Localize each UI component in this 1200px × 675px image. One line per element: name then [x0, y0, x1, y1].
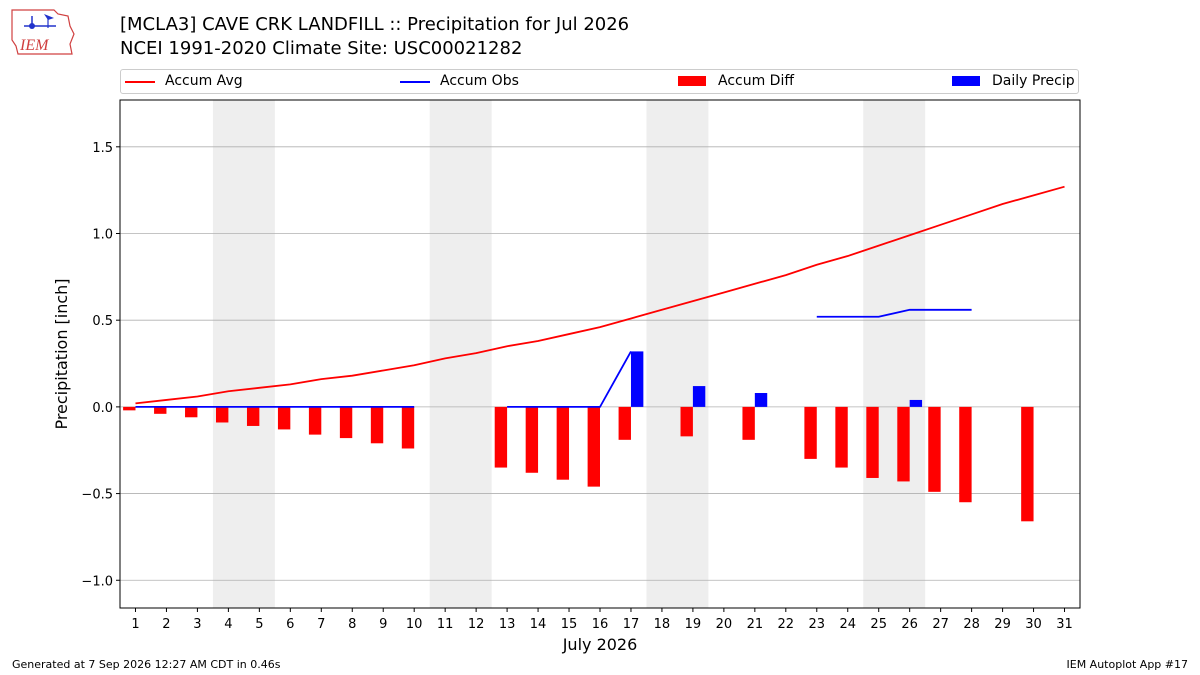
- x-tick-label: 23: [809, 617, 826, 632]
- chart-subtitle: NCEI 1991-2020 Climate Site: USC00021282: [120, 38, 523, 59]
- x-tick-label: 16: [592, 617, 609, 632]
- x-tick-label: 6: [286, 617, 294, 632]
- accum-diff-bar: [556, 406, 570, 480]
- accum-diff-bar: [835, 406, 848, 468]
- x-tick-label: 30: [1025, 617, 1042, 632]
- x-tick-label: 5: [255, 617, 263, 632]
- accum-diff-bar: [1021, 406, 1034, 522]
- x-tick-label: 9: [379, 617, 387, 632]
- accum-diff-bar: [154, 406, 167, 414]
- legend-swatch-accum-avg: [125, 81, 155, 83]
- accum-diff-bar: [370, 406, 384, 444]
- accum-diff-bar: [308, 406, 322, 435]
- legend-swatch-daily-precip: [952, 76, 980, 86]
- x-tick-label: 28: [963, 617, 980, 632]
- x-tick-label: 19: [685, 617, 702, 632]
- x-tick-label: 22: [778, 617, 795, 632]
- y-tick-label: −0.5: [81, 488, 113, 503]
- iem-logo: IEM: [11, 9, 75, 55]
- accum-diff-bar: [339, 406, 353, 439]
- x-tick-label: 11: [437, 617, 454, 632]
- accum-obs-line-2: [507, 350, 632, 408]
- accum-diff-bar: [804, 406, 817, 459]
- legend-swatch-accum-obs: [400, 81, 430, 83]
- x-tick-label: 18: [654, 617, 671, 632]
- footer-app-id: IEM Autoplot App #17: [1066, 658, 1189, 671]
- chart-title: [MCLA3] CAVE CRK LANDFILL :: Precipitati…: [120, 14, 630, 35]
- accum-diff-bar: [897, 406, 910, 482]
- x-tick-label: 15: [561, 617, 578, 632]
- x-tick-label: 2: [162, 617, 170, 632]
- legend-swatch-accum-diff: [678, 76, 706, 86]
- x-tick-label: 8: [348, 617, 356, 632]
- x-tick-label: 29: [994, 617, 1011, 632]
- daily-precip-bar: [754, 393, 768, 407]
- legend: Accum Avg Accum Obs Accum Diff Daily Pre…: [120, 69, 1079, 94]
- accum-avg-line: [135, 185, 1065, 405]
- x-tick-label: 31: [1056, 617, 1073, 632]
- y-tick-label: 1.0: [92, 228, 113, 243]
- legend-label-daily-precip: Daily Precip: [992, 73, 1075, 89]
- y-tick-label: 1.5: [92, 141, 113, 156]
- y-tick-label: −1.0: [81, 574, 113, 589]
- legend-label-accum-obs: Accum Obs: [440, 73, 519, 89]
- legend-label-accum-diff: Accum Diff: [718, 73, 795, 89]
- x-tick-label: 4: [224, 617, 232, 632]
- daily-precip-bar: [630, 351, 644, 407]
- x-tick-label: 1: [131, 617, 139, 632]
- x-axis-label: July 2026: [562, 635, 638, 654]
- accum-diff-bar: [587, 406, 600, 487]
- y-axis-label: Precipitation [inch]: [52, 278, 71, 429]
- x-tick-label: 25: [870, 617, 887, 632]
- x-tick-label: 27: [932, 617, 949, 632]
- weekend-shade-1: [212, 100, 275, 608]
- accum-diff-bar: [216, 406, 229, 423]
- accum-diff-bar: [680, 406, 693, 437]
- accum-diff-bar: [525, 406, 539, 473]
- accum-diff-bar: [123, 406, 136, 411]
- x-tick-label: 12: [468, 617, 485, 632]
- accum-diff-bar: [959, 406, 972, 503]
- y-tick-label: 0.5: [92, 314, 113, 329]
- daily-precip-bar: [909, 399, 923, 407]
- x-tick-label: 20: [716, 617, 733, 632]
- x-tick-label: 3: [193, 617, 201, 632]
- accum-diff-bar: [246, 406, 260, 426]
- x-tick-label: 24: [839, 617, 856, 632]
- x-tick-label: 7: [317, 617, 325, 632]
- weekend-shade-4: [863, 100, 926, 608]
- daily-precip-bar: [692, 386, 706, 407]
- x-tick-label: 13: [499, 617, 516, 632]
- x-tick-label: 26: [901, 617, 918, 632]
- x-tick-label: 10: [406, 617, 423, 632]
- legend-label-accum-avg: Accum Avg: [165, 73, 243, 89]
- accum-diff-bar: [401, 406, 415, 449]
- weekend-shade-2: [429, 100, 492, 608]
- accum-diff-bar: [277, 406, 291, 430]
- accum-obs-line-3: [816, 308, 972, 318]
- accum-diff-bar: [494, 406, 508, 468]
- footer-generated: Generated at 7 Sep 2026 12:27 AM CDT in …: [12, 658, 281, 671]
- y-tick-label: 0.0: [92, 401, 113, 416]
- accum-diff-bar: [928, 406, 941, 492]
- accum-diff-bar: [866, 406, 879, 478]
- x-tick-label: 17: [623, 617, 640, 632]
- accum-diff-bar: [185, 406, 198, 418]
- x-tick-label: 14: [530, 617, 547, 632]
- accum-diff-bar: [742, 406, 755, 440]
- logo-text: IEM: [19, 37, 50, 54]
- accum-diff-bar: [618, 406, 631, 440]
- x-tick-label: 21: [747, 617, 764, 632]
- weekend-shade-3: [646, 100, 709, 608]
